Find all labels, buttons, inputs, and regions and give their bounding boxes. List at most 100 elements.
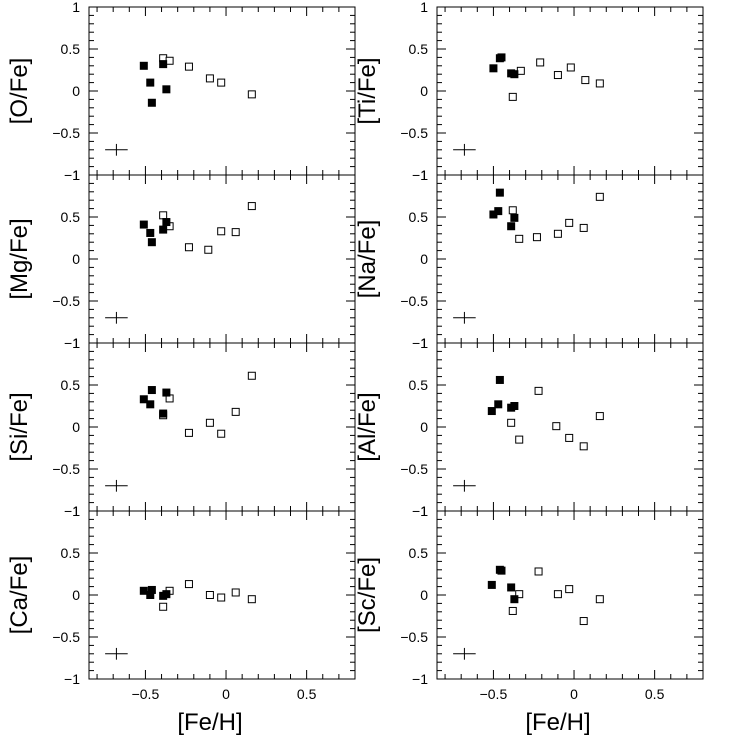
open-square-point [159, 211, 168, 220]
y-tick-label: −1 [412, 671, 428, 687]
y-tick-label: 1 [72, 335, 80, 351]
open-square-point [231, 588, 240, 597]
y-tick-label: −0.5 [400, 125, 428, 141]
y-tick-label: 0 [72, 251, 80, 267]
filled-square-point [162, 218, 171, 227]
open-square-point [595, 412, 604, 421]
panel-frame-o-fe [88, 6, 356, 176]
filled-square-point [507, 222, 516, 231]
y-tick-label: 0 [72, 587, 80, 603]
x-axis-label: [Fe/H] [177, 709, 242, 736]
x-tick-label: 0 [222, 686, 230, 702]
y-tick-label: 0.5 [409, 209, 429, 225]
y-tick-label: −1 [64, 503, 80, 519]
open-square-point [205, 591, 214, 599]
open-square-point [184, 428, 193, 437]
y-tick-label: 0.5 [409, 41, 429, 57]
x-tick-label: −0.5 [132, 686, 160, 702]
open-square-point [595, 192, 604, 201]
y-tick-label: 0 [420, 251, 428, 267]
filled-square-point [510, 70, 519, 79]
y-tick-label: 1 [72, 167, 80, 183]
filled-square-point [494, 400, 503, 409]
y-tick-label: 0.5 [61, 209, 81, 225]
panel-frame-sc-fe [436, 510, 704, 680]
filled-square-point [487, 580, 496, 589]
open-square-point [159, 602, 168, 611]
filled-square-point [147, 238, 156, 247]
open-square-point [508, 92, 517, 101]
x-tick-label: 0 [570, 686, 578, 702]
y-tick-label: −1 [412, 503, 428, 519]
open-square-point [553, 71, 562, 80]
filled-square-point [495, 188, 504, 197]
open-square-point [579, 617, 588, 626]
y-axis-label-ca-fe: [Ca/Fe] [6, 556, 33, 635]
panel-frame-si-fe [88, 342, 356, 512]
filled-square-point [139, 61, 148, 70]
filled-square-point [497, 53, 506, 62]
open-square-point [231, 407, 240, 416]
y-tick-label: −1 [64, 335, 80, 351]
y-tick-label: 0.5 [409, 545, 429, 561]
filled-square-point [139, 220, 148, 229]
open-square-point [565, 433, 574, 442]
y-tick-label: −1 [412, 167, 428, 183]
y-tick-label: 0 [420, 587, 428, 603]
filled-square-point [139, 395, 148, 404]
y-tick-label: −0.5 [52, 629, 80, 645]
y-tick-label: 1 [420, 0, 428, 15]
open-square-point [534, 567, 543, 576]
x-tick-label: 0.5 [645, 686, 665, 702]
open-square-point [184, 243, 193, 252]
filled-square-point [159, 409, 168, 418]
open-square-point [553, 229, 562, 238]
y-tick-label: 1 [72, 503, 80, 519]
y-tick-label: 1 [420, 503, 428, 519]
y-axis-label-ti-fe: [Ti/Fe] [354, 57, 381, 124]
open-square-point [595, 79, 604, 88]
y-tick-label: 0 [420, 419, 428, 435]
open-square-point [581, 76, 590, 85]
y-tick-label: −0.5 [52, 125, 80, 141]
open-square-point [566, 63, 575, 72]
filled-square-point [489, 64, 498, 73]
open-square-point [595, 595, 604, 604]
filled-square-point [146, 400, 155, 409]
open-square-point [565, 218, 574, 227]
y-tick-label: −1 [64, 671, 80, 687]
open-square-point [507, 418, 516, 427]
open-square-point [184, 580, 193, 589]
open-square-point [231, 228, 240, 237]
filled-square-point [510, 402, 519, 410]
open-square-point [204, 245, 213, 254]
y-tick-label: −1 [64, 167, 80, 183]
open-square-point [532, 233, 541, 242]
y-axis-label-mg-fe: [Mg/Fe] [6, 218, 33, 299]
filled-square-point [507, 583, 516, 592]
open-square-point [565, 585, 574, 594]
open-square-point [217, 429, 226, 438]
y-axis-label-o-fe: [O/Fe] [6, 58, 33, 125]
y-tick-label: 1 [420, 167, 428, 183]
y-tick-label: 0 [72, 83, 80, 99]
y-axis-label-na-fe: [Na/Fe] [354, 220, 381, 299]
y-axis-label-sc-fe: [Sc/Fe] [354, 557, 381, 633]
open-square-point [515, 590, 524, 599]
panel-frame-na-fe [436, 174, 704, 344]
x-tick-label: −0.5 [480, 686, 508, 702]
y-tick-label: 0.5 [409, 377, 429, 393]
open-square-point [217, 593, 226, 602]
y-tick-label: −0.5 [52, 461, 80, 477]
y-tick-label: 0 [420, 83, 428, 99]
open-square-point [579, 442, 588, 451]
y-axis-label-si-fe: [Si/Fe] [6, 392, 33, 461]
filled-square-point [146, 228, 155, 237]
y-tick-label: 0.5 [61, 545, 81, 561]
filled-square-point [146, 78, 155, 87]
y-tick-label: 1 [420, 335, 428, 351]
open-square-point [205, 418, 214, 427]
filled-square-point [497, 566, 506, 575]
y-tick-label: −0.5 [400, 293, 428, 309]
